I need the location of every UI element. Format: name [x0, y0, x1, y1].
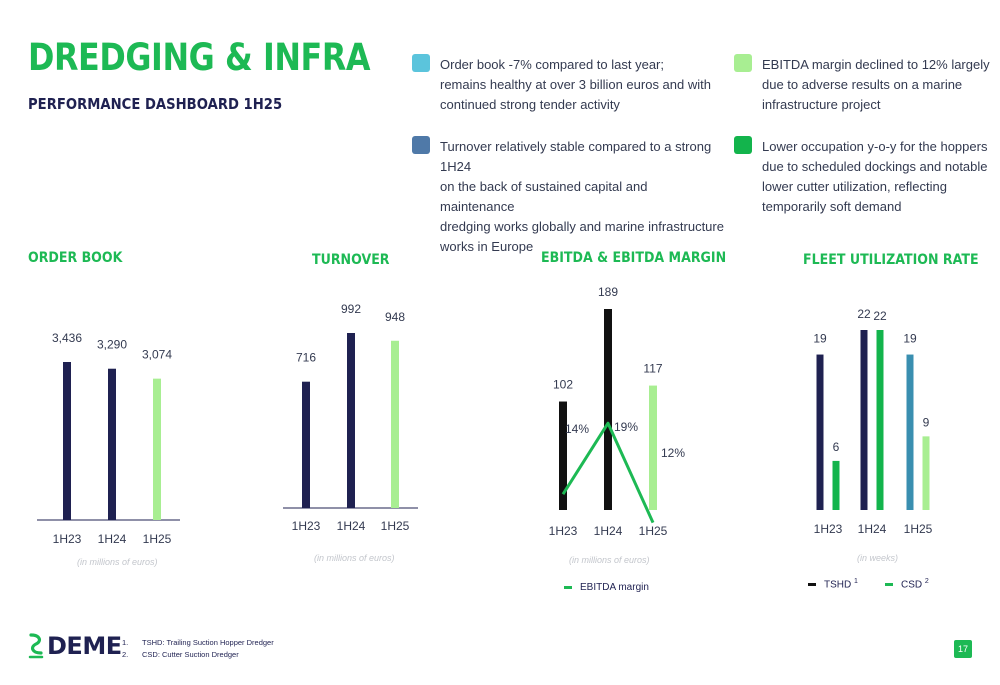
bar	[816, 354, 824, 510]
data-label: 102	[553, 378, 573, 392]
bar	[876, 330, 884, 510]
legend-label: EBITDA margin	[580, 582, 649, 593]
x-tick-label: 1H23	[53, 532, 82, 546]
margin-label: 19%	[614, 420, 638, 434]
highlight-text: Order book -7% compared to last year; re…	[440, 57, 711, 112]
logo-text: DEME	[47, 632, 122, 660]
data-label: 948	[385, 310, 405, 324]
fleet-unit-note: (in weeks)	[857, 553, 899, 563]
bar	[922, 436, 930, 510]
x-tick-label: 1H24	[858, 522, 887, 536]
highlight-text: Turnover relatively stable compared to a…	[440, 139, 724, 254]
data-label: 3,074	[142, 348, 172, 362]
footnote-1: 1. TSHD: Trailing Suction Hopper Dredger	[122, 638, 274, 647]
data-label: 9	[923, 415, 930, 429]
x-tick-label: 1H24	[98, 532, 127, 546]
bar	[347, 333, 355, 508]
bullet-square-icon	[412, 136, 430, 154]
page-title: DREDGING & INFRA	[28, 36, 371, 79]
data-label: 6	[833, 440, 840, 454]
legend-csd: CSD 2	[885, 578, 929, 590]
deme-logo-icon	[28, 633, 44, 659]
ebitda-unit-note: (in millions of euros)	[569, 555, 650, 565]
bullet-square-icon	[734, 136, 752, 154]
bar	[108, 368, 116, 520]
bar	[649, 385, 657, 510]
x-tick-label: 1H25	[639, 524, 668, 538]
x-tick-label: 1H23	[814, 522, 843, 536]
highlight-text: Lower occupation y-o-y for the hoppers d…	[762, 139, 988, 214]
bar	[153, 378, 161, 520]
bar	[860, 330, 868, 510]
bar	[906, 354, 914, 510]
turnover-title: TURNOVER	[312, 252, 390, 268]
highlight-fleet: Lower occupation y-o-y for the hoppers d…	[734, 136, 1000, 217]
legend-ebitda-margin: EBITDA margin	[564, 582, 649, 593]
highlight-turnover: Turnover relatively stable compared to a…	[412, 136, 725, 257]
turnover-unit-note: (in millions of euros)	[314, 553, 395, 563]
page-subtitle: PERFORMANCE DASHBOARD 1H25	[28, 95, 283, 113]
data-label: 117	[643, 362, 662, 376]
page-number: 17	[954, 640, 972, 658]
margin-label: 14%	[565, 422, 589, 436]
data-label: 3,290	[97, 338, 127, 352]
x-tick-label: 1H24	[337, 519, 366, 533]
footnotes: 1. TSHD: Trailing Suction Hopper Dredger …	[122, 637, 274, 661]
margin-label: 12%	[661, 446, 685, 460]
highlight-ebitda: EBITDA margin declined to 12% largely du…	[734, 54, 1000, 115]
legend-tshd: TSHD 1	[808, 578, 858, 590]
data-label: 992	[341, 302, 361, 316]
x-tick-label: 1H25	[143, 532, 172, 546]
deme-logo: DEME	[28, 632, 122, 660]
x-tick-label: 1H23	[292, 519, 321, 533]
highlight-order-book: Order book -7% compared to last year; re…	[412, 54, 725, 115]
x-tick-label: 1H24	[594, 524, 623, 538]
ebitda-title: EBITDA & EBITDA MARGIN	[541, 250, 727, 266]
order-book-title: ORDER BOOK	[28, 250, 123, 266]
legend-label: TSHD	[824, 579, 852, 591]
legend-label: CSD	[901, 579, 923, 591]
bar	[604, 309, 612, 510]
footnote-ref: 2	[924, 578, 929, 585]
ebitda-margin-line	[561, 421, 655, 524]
bullet-square-icon	[734, 54, 752, 72]
data-label: 19	[813, 332, 827, 346]
data-label: 19	[903, 332, 917, 346]
bar	[391, 340, 399, 508]
legend-line-icon	[564, 585, 572, 589]
footnote-ref: 1	[854, 578, 858, 585]
bar	[559, 401, 567, 510]
legend-line-icon	[885, 583, 893, 587]
data-label: 716	[296, 351, 316, 365]
footnote-2: 2. CSD: Cutter Suction Dredger	[122, 650, 239, 659]
bullet-square-icon	[412, 54, 430, 72]
x-tick-label: 1H23	[549, 524, 578, 538]
bar	[63, 362, 71, 520]
data-label: 189	[598, 285, 618, 299]
data-label: 3,436	[52, 331, 82, 345]
x-tick-label: 1H25	[904, 522, 933, 536]
legend-line-icon	[808, 583, 816, 587]
data-label: 22	[873, 309, 887, 323]
order-book-unit-note: (in millions of euros)	[77, 557, 158, 567]
highlight-text: EBITDA margin declined to 12% largely du…	[762, 57, 990, 112]
data-label: 22	[857, 307, 871, 321]
bar	[302, 381, 310, 508]
x-tick-label: 1H25	[381, 519, 410, 533]
bar	[832, 460, 840, 510]
fleet-title: FLEET UTILIZATION RATE	[803, 252, 979, 268]
